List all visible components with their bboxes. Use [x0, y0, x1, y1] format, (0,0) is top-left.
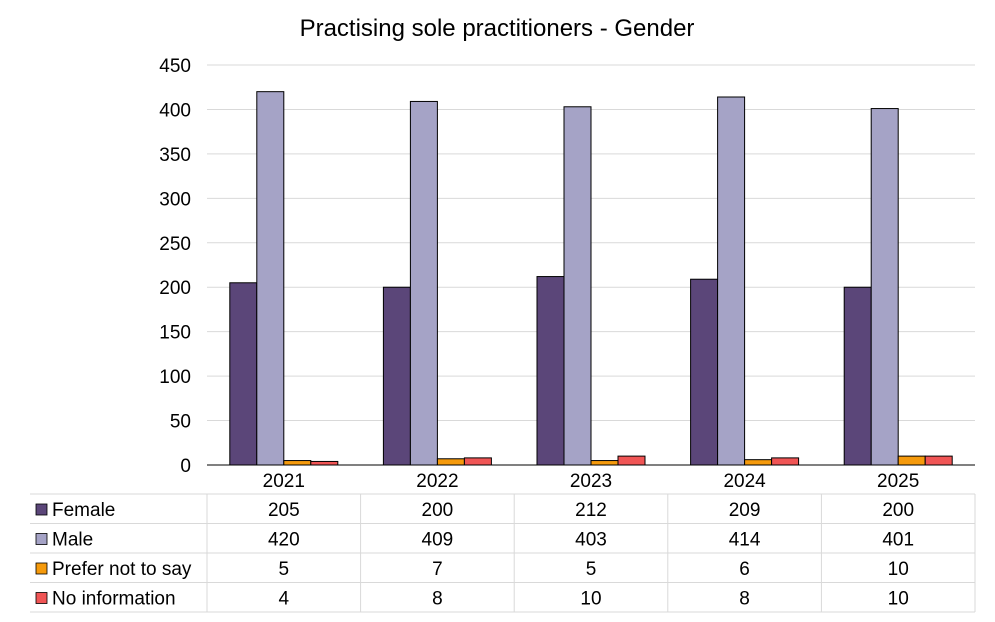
y-tick-label: 200 [159, 278, 191, 299]
y-tick-label: 350 [159, 145, 191, 166]
data-table-value: 10 [580, 589, 601, 610]
data-table-value: 8 [739, 589, 750, 610]
y-axis-ticks: 0 50 100 150 200 250 300 350 400 450 [159, 56, 191, 477]
bars [229, 91, 953, 466]
bar-prefer-not-to-say-2022 [436, 458, 465, 466]
bar-prefer-not-to-say-2023 [590, 460, 619, 466]
data-table-value: 10 [888, 559, 909, 580]
y-tick-label: 450 [159, 56, 191, 77]
data-table-value: 200 [422, 500, 454, 521]
bar-male-2021 [256, 91, 285, 466]
bar-prefer-not-to-say-2021 [283, 460, 312, 466]
data-table-value: 401 [882, 530, 914, 551]
x-tick-label: 2024 [723, 471, 766, 492]
data-table: Female 205 200 212 209 200 Male 420 409 403 414 401… [30, 493, 976, 613]
x-axis: 2021 2022 2023 2024 2025 [207, 464, 975, 492]
data-table-value: 209 [729, 500, 761, 521]
bar-no-information-2023 [617, 455, 646, 466]
bar-female-2025 [843, 286, 872, 466]
legend-swatch-no-information [35, 592, 48, 604]
data-table-value: 4 [279, 589, 290, 610]
y-tick-label: 100 [159, 367, 191, 388]
data-table-value: 403 [575, 530, 607, 551]
legend-label: No information [52, 589, 176, 610]
legend-swatch-male [35, 533, 48, 545]
data-table-value: 8 [432, 589, 443, 610]
bar-female-2024 [690, 278, 719, 466]
y-tick-label: 400 [159, 100, 191, 121]
data-table-value: 414 [729, 530, 761, 551]
data-table-value: 5 [586, 559, 597, 580]
y-tick-label: 50 [170, 412, 191, 433]
bar-male-2025 [870, 108, 899, 466]
bar-male-2023 [563, 106, 592, 466]
data-table-value: 205 [268, 500, 300, 521]
x-tick-label: 2021 [263, 471, 305, 492]
x-tick-label: 2023 [570, 471, 612, 492]
y-tick-label: 300 [159, 189, 191, 210]
chart-title: Practising sole practitioners - Gender [300, 15, 695, 42]
bar-no-information-2021 [310, 460, 339, 466]
bar-prefer-not-to-say-2024 [744, 459, 773, 466]
x-tick-label: 2025 [877, 471, 919, 492]
legend-label: Male [52, 530, 93, 551]
bar-female-2023 [536, 276, 565, 466]
data-table-value: 10 [888, 589, 909, 610]
y-tick-label: 0 [180, 456, 191, 477]
data-table-value: 7 [432, 559, 443, 580]
legend-swatch-prefer-not-to-say [35, 562, 48, 575]
y-tick-label: 150 [159, 323, 191, 344]
data-table-value: 6 [739, 559, 750, 580]
data-table-value: 5 [279, 559, 290, 580]
bar-female-2021 [229, 282, 258, 466]
bar-no-information-2024 [771, 457, 800, 466]
data-table-value: 212 [575, 500, 607, 521]
data-table-value: 409 [422, 530, 454, 551]
data-table-value: 200 [882, 500, 914, 521]
x-tick-label: 2022 [416, 471, 458, 492]
bar-male-2022 [409, 100, 438, 466]
y-tick-label: 250 [159, 234, 191, 255]
bar-female-2022 [382, 286, 411, 466]
bar-male-2024 [717, 96, 746, 466]
bar-prefer-not-to-say-2025 [897, 455, 926, 466]
bar-no-information-2022 [463, 457, 492, 466]
bar-no-information-2025 [924, 455, 953, 466]
data-table-value: 420 [268, 530, 300, 551]
legend-swatch-female [35, 503, 48, 516]
legend-label: Prefer not to say [52, 559, 192, 580]
legend-label: Female [52, 500, 115, 521]
